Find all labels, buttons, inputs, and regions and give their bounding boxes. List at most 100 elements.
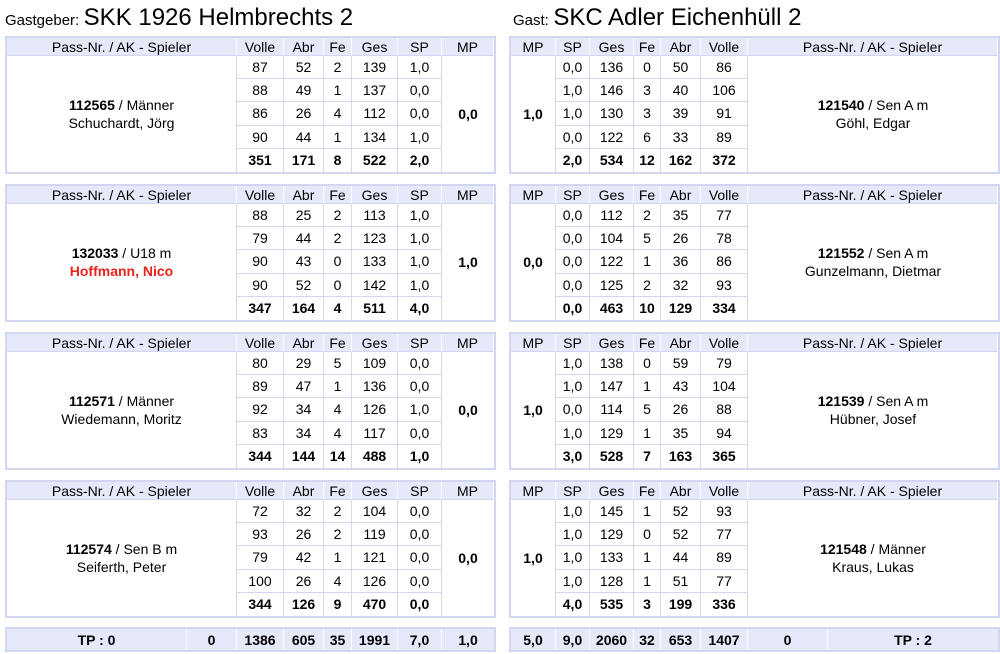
lane-cell: 0,0	[556, 204, 590, 228]
lane-cell: 3	[634, 102, 661, 126]
player-pass-line: 121539 / Sen A m	[818, 392, 929, 410]
lane-cell: 93	[237, 523, 284, 547]
guest-player-block: MP SP Ges Fe Abr Volle Pass-Nr. / AK - Spieler…	[509, 36, 1000, 174]
lane-cell: 147	[590, 375, 634, 399]
column-header: Fe	[634, 334, 661, 352]
player-pass-line: 112565 / Männer	[69, 96, 174, 114]
column-header: Abr	[661, 482, 701, 500]
column-header: Pass-Nr. / AK - Spieler	[7, 38, 237, 56]
sum-cell: 144	[284, 444, 324, 468]
lane-cell: 133	[590, 546, 634, 570]
guest-total-row: 5,0 9,0 2060 32 653 1407 0 TP : 2	[509, 627, 1000, 652]
lane-cell: 1	[324, 375, 352, 399]
total-cell: 9,0	[556, 629, 590, 650]
lane-cell: 0,0	[398, 569, 442, 593]
sum-cell: 534	[590, 148, 634, 172]
lane-cell: 0,0	[398, 79, 442, 103]
player-name: Wiedemann, Moritz	[61, 411, 182, 427]
lane-cell: 2	[324, 227, 352, 251]
guest-team-title: Gast: SKC Adler Eichenhüll 2	[513, 4, 801, 36]
lane-cell: 43	[661, 375, 701, 399]
lane-cell: 1,0	[556, 569, 590, 593]
lane-cell: 83	[237, 421, 284, 445]
team-points: TP : 0	[7, 629, 187, 650]
guest-team-name: SKC Adler Eichenhüll 2	[553, 4, 802, 31]
player-info: 121540 / Sen A m Göhl, Edgar	[748, 56, 998, 172]
column-header: SP	[398, 186, 442, 204]
column-header: Volle	[237, 186, 284, 204]
column-header: Fe	[634, 38, 661, 56]
player-info: 132033 / U18 m Hoffmann, Nico	[7, 204, 237, 320]
lane-cell: 52	[284, 273, 324, 297]
player-pass-number: 112574	[65, 541, 112, 557]
lane-cell: 104	[352, 500, 398, 524]
lane-cell: 52	[661, 500, 701, 524]
column-header: SP	[556, 334, 590, 352]
lane-cell: 142	[352, 273, 398, 297]
lane-cell: 0	[324, 273, 352, 297]
lane-cell: 40	[661, 79, 701, 103]
host-player-block: Pass-Nr. / AK - Spieler Volle Abr Fe Ges SP MP…	[5, 184, 496, 322]
total-cell: 1,0	[458, 631, 478, 648]
lane-cell: 88	[237, 79, 284, 103]
match-points: 0,0	[458, 550, 478, 566]
lane-cell: 50	[661, 56, 701, 80]
column-header: Volle	[701, 186, 748, 204]
column-header: Volle	[237, 38, 284, 56]
match-points: 1,0	[511, 500, 556, 616]
lane-cell: 128	[590, 569, 634, 593]
column-header: SP	[398, 334, 442, 352]
lane-cell: 104	[701, 375, 748, 399]
lane-cell: 5	[634, 227, 661, 251]
lane-cell: 4	[324, 421, 352, 445]
column-header: Volle	[701, 482, 748, 500]
guest-player-block: MP SP Ges Fe Abr Volle Pass-Nr. / AK - Spieler…	[509, 332, 1000, 470]
guest-player-table: MP SP Ges Fe Abr Volle Pass-Nr. / AK - Spieler…	[511, 482, 998, 616]
lane-cell: 47	[284, 375, 324, 399]
lane-cell: 52	[284, 56, 324, 80]
lane-cell: 0,0	[556, 250, 590, 274]
player-name: Göhl, Edgar	[835, 115, 911, 131]
sum-cell: 351	[237, 148, 284, 172]
lane-cell: 1,0	[556, 546, 590, 570]
lane-cell: 123	[352, 227, 398, 251]
column-header: Volle	[701, 334, 748, 352]
host-team-title: Gastgeber: SKK 1926 Helmbrechts 2	[5, 4, 353, 36]
lane-cell: 35	[661, 421, 701, 445]
lane-cell: 88	[701, 398, 748, 422]
player-pass-line: 121540 / Sen A m	[818, 96, 929, 114]
lane-cell: 26	[661, 227, 701, 251]
lane-cell: 43	[284, 250, 324, 274]
sum-cell: 4,0	[398, 296, 442, 320]
lane-cell: 5	[634, 398, 661, 422]
match-points: 1,0	[511, 352, 556, 468]
lane-cell: 79	[237, 546, 284, 570]
total-cell: 2060	[590, 629, 634, 650]
player-pass-line: 121548 / Männer	[820, 540, 926, 558]
lane-cell: 1	[324, 546, 352, 570]
lane-cell: 146	[590, 79, 634, 103]
column-header: Volle	[237, 482, 284, 500]
lane-cell: 33	[661, 125, 701, 149]
column-header: SP	[398, 482, 442, 500]
host-player-table: Pass-Nr. / AK - Spieler Volle Abr Fe Ges SP MP…	[7, 38, 494, 172]
lane-cell: 1	[634, 421, 661, 445]
column-header: SP	[556, 482, 590, 500]
lane-cell: 145	[590, 500, 634, 524]
player-info: 112571 / Männer Wiedemann, Moritz	[7, 352, 237, 468]
lane-cell: 39	[661, 102, 701, 126]
sum-cell: 129	[661, 296, 701, 320]
lane-cell: 133	[352, 250, 398, 274]
lane-cell: 0	[634, 523, 661, 547]
sum-cell: 535	[590, 592, 634, 616]
column-header: Ges	[590, 482, 634, 500]
sum-cell: 126	[284, 592, 324, 616]
lane-cell: 2	[324, 204, 352, 228]
guest-label: Gast:	[513, 12, 549, 29]
player-info: 112574 / Sen B m Seiferth, Peter	[7, 500, 237, 616]
lane-cell: 122	[590, 250, 634, 274]
lane-cell: 4	[324, 569, 352, 593]
lane-cell: 93	[701, 500, 748, 524]
sum-cell: 7	[634, 444, 661, 468]
column-header: Fe	[324, 482, 352, 500]
